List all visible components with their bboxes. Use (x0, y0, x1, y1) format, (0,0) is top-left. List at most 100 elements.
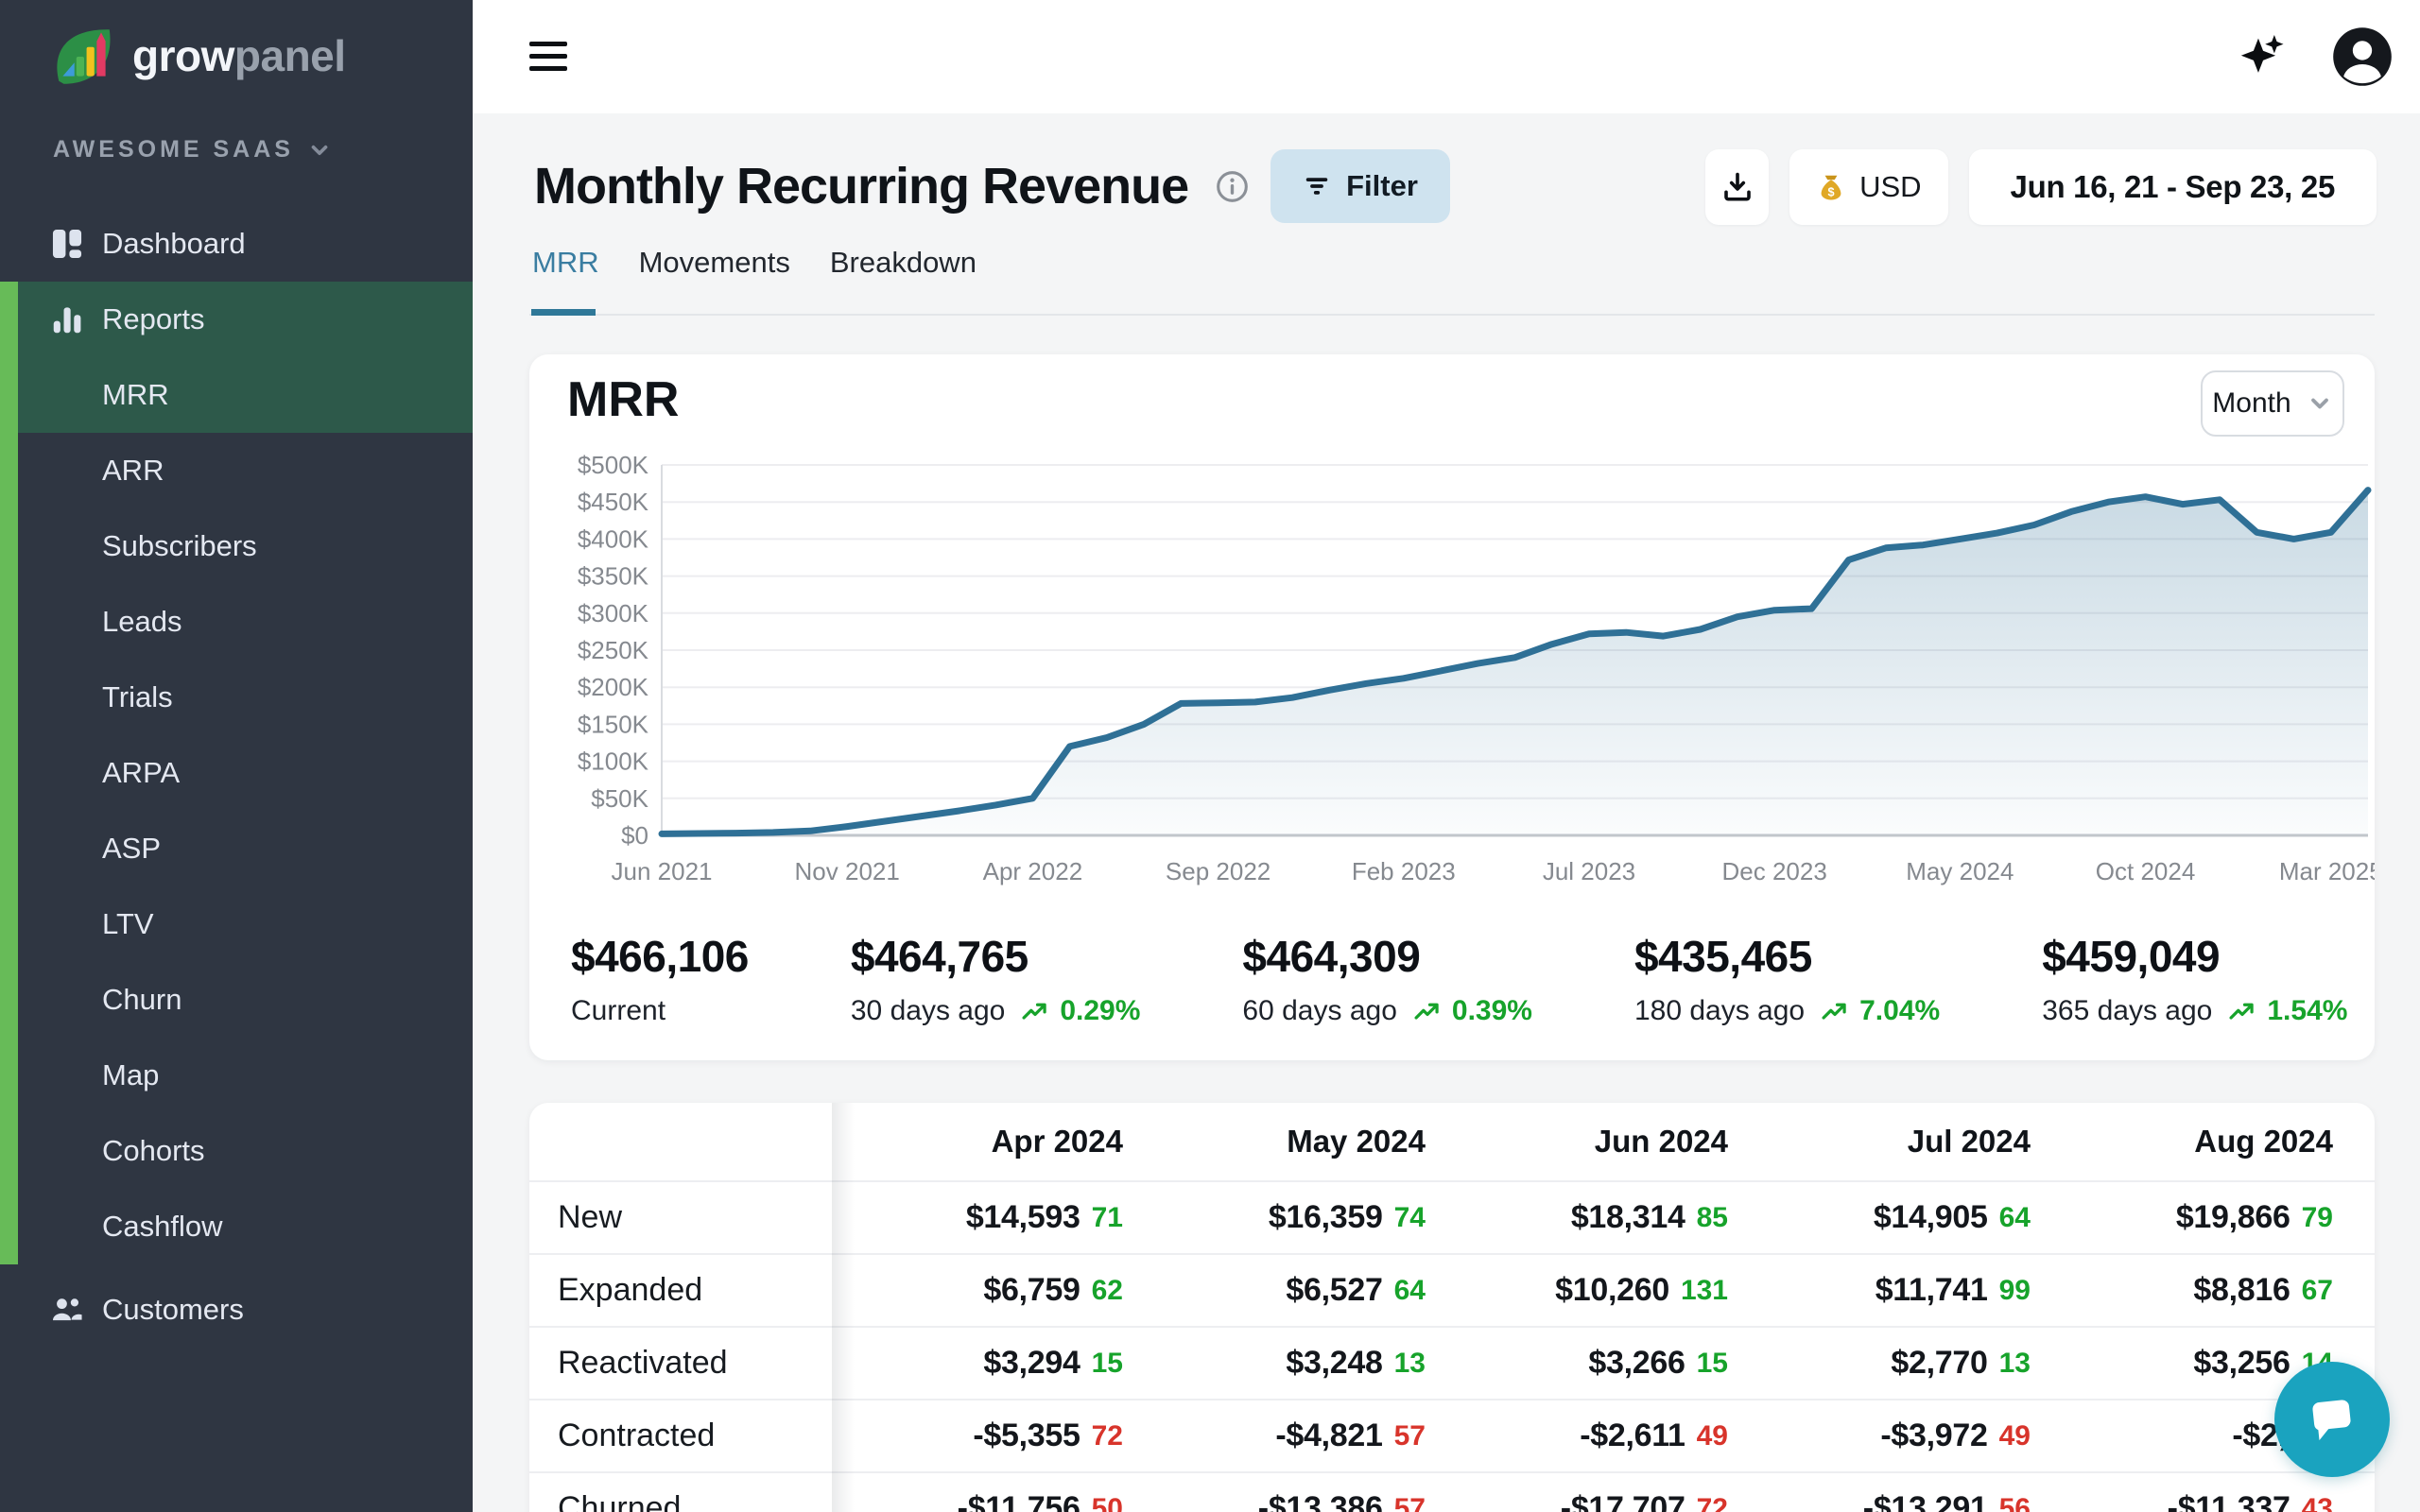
table-row-contracted: Contracted -$5,35572 -$4,82157 -$2,61149… (529, 1399, 2375, 1471)
date-range-label: Jun 16, 21 - Sep 23, 25 (2011, 169, 2335, 205)
stat-30-days: $464,765 30 days ago 0.29% (851, 931, 1141, 1027)
sidebar-item-asp[interactable]: ASP (0, 811, 473, 886)
export-download-button[interactable] (1705, 149, 1769, 225)
tabs-divider (529, 314, 2375, 316)
svg-text:$400K: $400K (578, 524, 649, 553)
column-header: Jun 2024 (1437, 1124, 1739, 1160)
sidebar-item-ltv[interactable]: LTV (0, 886, 473, 962)
svg-text:$500K: $500K (578, 451, 649, 479)
svg-text:May 2024: May 2024 (1906, 857, 2014, 885)
download-icon (1720, 170, 1754, 204)
hamburger-menu-button[interactable] (529, 42, 567, 71)
sidebar-item-label: Dashboard (102, 227, 246, 261)
svg-text:Feb 2023: Feb 2023 (1352, 857, 1456, 885)
sidebar: growpanel AWESOME SAAS Dashboard Reports… (0, 0, 473, 1512)
main-content: Monthly Recurring Revenue Filter (473, 113, 2420, 1512)
chevron-down-icon (307, 138, 332, 163)
filter-icon (1303, 172, 1331, 200)
workspace-name: AWESOME SAAS (53, 136, 294, 163)
chat-icon (2302, 1389, 2362, 1450)
trend-up-icon (1414, 1000, 1441, 1022)
table-header-row: Apr 2024 May 2024 Jun 2024 Jul 2024 Aug … (529, 1103, 2375, 1180)
user-avatar[interactable] (2331, 26, 2394, 88)
sidebar-item-arr[interactable]: ARR (0, 433, 473, 508)
sidebar-item-leads[interactable]: Leads (0, 584, 473, 660)
tab-mrr[interactable]: MRR (532, 246, 599, 304)
svg-text:Jul 2023: Jul 2023 (1543, 857, 1635, 885)
svg-text:$0: $0 (621, 821, 648, 850)
workspace-selector[interactable]: AWESOME SAAS (53, 136, 332, 163)
svg-text:$350K: $350K (578, 562, 649, 591)
svg-text:$150K: $150K (578, 710, 649, 738)
brand-logo: growpanel (49, 21, 346, 91)
people-icon (49, 1292, 85, 1328)
dashboard-icon (49, 226, 85, 262)
active-tab-indicator (531, 309, 596, 316)
ai-sparkle-button[interactable] (2237, 29, 2291, 84)
tab-movements[interactable]: Movements (639, 246, 790, 304)
stat-current: $466,106 Current (571, 931, 749, 1027)
date-range-button[interactable]: Jun 16, 21 - Sep 23, 25 (1969, 149, 2377, 225)
svg-text:Sep 2022: Sep 2022 (1166, 857, 1270, 885)
svg-text:$50K: $50K (591, 784, 648, 813)
mrr-stats-row: $466,106 Current $464,765 30 days ago 0.… (571, 931, 2347, 1027)
sidebar-item-label: Reports (102, 302, 205, 336)
currency-label: USD (1859, 170, 1921, 204)
svg-text:$200K: $200K (578, 673, 649, 701)
trend-up-icon (1022, 1000, 1048, 1022)
trend-up-icon (2229, 1000, 2256, 1022)
svg-text:Dec 2023: Dec 2023 (1722, 857, 1827, 885)
column-header: May 2024 (1134, 1124, 1437, 1160)
mrr-chart-card: MRR Month $0$50K$100K$150K$200K$250K$300… (529, 354, 2375, 1060)
table-row-expanded: Expanded $6,75962 $6,52764 $10,260131 $1… (529, 1253, 2375, 1326)
trend-up-icon (1822, 1000, 1848, 1022)
sidebar-item-customers[interactable]: Customers (0, 1272, 473, 1348)
sidebar-item-reports[interactable]: Reports (0, 282, 473, 357)
svg-text:Apr 2022: Apr 2022 (983, 857, 1083, 885)
growpanel-logo-icon (49, 21, 119, 91)
sidebar-menu: Dashboard Reports MRR ARR Subscribers Le… (0, 206, 473, 1348)
table-row-reactivated: Reactivated $3,29415 $3,24813 $3,26615 $… (529, 1326, 2375, 1399)
sidebar-item-subscribers[interactable]: Subscribers (0, 508, 473, 584)
report-tabs: MRR Movements Breakdown (532, 246, 977, 304)
svg-text:Oct 2024: Oct 2024 (2096, 857, 2196, 885)
active-section-accent (0, 282, 18, 1264)
support-chat-button[interactable] (2274, 1362, 2390, 1477)
stat-60-days: $464,309 60 days ago 0.39% (1242, 931, 1532, 1027)
currency-button[interactable]: $ USD (1789, 149, 1947, 225)
sidebar-item-churn[interactable]: Churn (0, 962, 473, 1038)
table-row-new: New $14,59371 $16,35974 $18,31485 $14,90… (529, 1180, 2375, 1253)
mrr-area-chart: $0 $50K $100K $150K $200K $250K $300K $350K $400… (529, 354, 2375, 902)
svg-text:$250K: $250K (578, 636, 649, 664)
topbar (473, 0, 2420, 113)
svg-text:$100K: $100K (578, 747, 649, 776)
sidebar-item-cashflow[interactable]: Cashflow (0, 1189, 473, 1264)
table-row-churned: Churned -$11,75650 -$13,38657 -$17,70772… (529, 1471, 2375, 1512)
money-bag-icon: $ (1816, 172, 1846, 202)
svg-text:$: $ (1828, 186, 1835, 199)
svg-text:$450K: $450K (578, 488, 649, 516)
mrr-movements-table-card: Apr 2024 May 2024 Jun 2024 Jul 2024 Aug … (529, 1103, 2375, 1512)
svg-text:Jun 2021: Jun 2021 (612, 857, 713, 885)
filter-label: Filter (1346, 169, 1418, 203)
brand-wordmark: growpanel (132, 30, 346, 81)
column-header: Apr 2024 (832, 1124, 1134, 1160)
sidebar-item-mrr[interactable]: MRR (0, 357, 473, 433)
stat-365-days: $459,049 365 days ago 1.54% (2042, 931, 2347, 1027)
tab-breakdown[interactable]: Breakdown (830, 246, 977, 304)
filter-button[interactable]: Filter (1270, 149, 1450, 223)
sidebar-item-map[interactable]: Map (0, 1038, 473, 1113)
sidebar-item-arpa[interactable]: ARPA (0, 735, 473, 811)
info-icon[interactable] (1215, 169, 1250, 204)
mrr-movements-table: Apr 2024 May 2024 Jun 2024 Jul 2024 Aug … (529, 1103, 2375, 1512)
sidebar-item-dashboard[interactable]: Dashboard (0, 206, 473, 282)
svg-text:Nov 2021: Nov 2021 (795, 857, 900, 885)
bar-chart-icon (49, 301, 85, 337)
sidebar-item-trials[interactable]: Trials (0, 660, 473, 735)
column-header: Aug 2024 (2042, 1124, 2344, 1160)
svg-text:$300K: $300K (578, 599, 649, 627)
sparkle-icon (2237, 29, 2291, 84)
page-title: Monthly Recurring Revenue (534, 157, 1188, 215)
column-header: Jul 2024 (1739, 1124, 2042, 1160)
sidebar-item-cohorts[interactable]: Cohorts (0, 1113, 473, 1189)
